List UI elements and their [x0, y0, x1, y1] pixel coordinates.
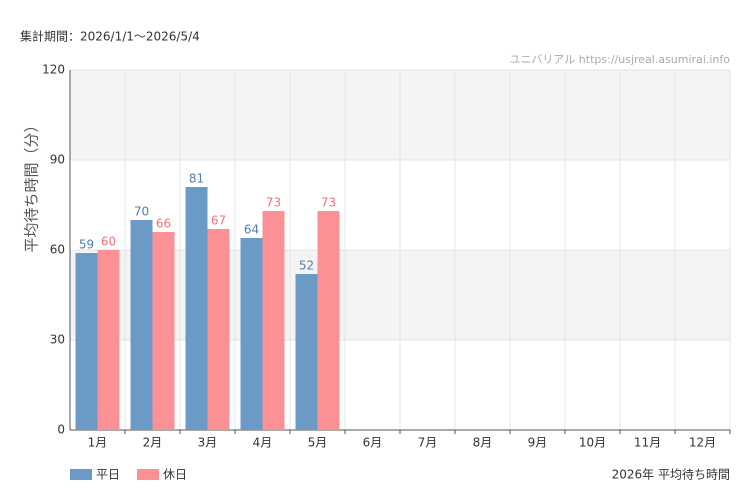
value-label: 60 [101, 235, 116, 249]
x-tick-label: 11月 [634, 436, 661, 450]
bar [295, 274, 318, 430]
x-tick-label: 2月 [143, 436, 163, 450]
bar [262, 211, 285, 430]
x-tick-label: 4月 [253, 436, 273, 450]
y-tick-label: 60 [50, 243, 65, 257]
x-tick-label: 3月 [198, 436, 218, 450]
x-tick-label: 9月 [528, 436, 548, 450]
y-tick-label: 0 [57, 423, 65, 437]
bar [240, 238, 263, 430]
legend-swatch [70, 469, 92, 480]
period: 集計期間：2026/1/1〜2026/5/4 [20, 29, 200, 44]
bar [317, 211, 340, 430]
value-label: 73 [321, 196, 336, 210]
caption: 2026年 平均待ち時間 [612, 468, 730, 482]
y-axis-label: 平均待ち時間（分） [23, 117, 41, 252]
y-tick-label: 30 [50, 333, 65, 347]
value-label: 59 [79, 238, 94, 252]
value-label: 70 [134, 205, 149, 219]
y-tick-label: 120 [42, 63, 65, 77]
y-tick-label: 90 [50, 153, 65, 167]
bar [75, 253, 98, 430]
x-tick-label: 10月 [579, 436, 606, 450]
legend-swatch [137, 469, 159, 480]
value-label: 81 [189, 172, 204, 186]
x-tick-label: 7月 [418, 436, 438, 450]
bar [97, 250, 120, 430]
bar [130, 220, 153, 430]
bar [185, 187, 208, 430]
bar [152, 232, 175, 430]
x-tick-label: 8月 [473, 436, 493, 450]
value-label: 66 [156, 217, 171, 231]
legend-label: 休日 [163, 468, 187, 482]
x-tick-label: 12月 [689, 436, 716, 450]
x-tick-label: 6月 [363, 436, 383, 450]
bar [207, 229, 230, 430]
x-tick-label: 1月 [88, 436, 108, 450]
value-label: 64 [244, 223, 259, 237]
source: ユニバリアル https://usjreal.asumirai.info [509, 53, 730, 66]
value-label: 67 [211, 214, 226, 228]
legend-label: 平日 [96, 468, 120, 482]
value-label: 73 [266, 196, 281, 210]
x-tick-label: 5月 [308, 436, 328, 450]
value-label: 52 [299, 259, 314, 273]
